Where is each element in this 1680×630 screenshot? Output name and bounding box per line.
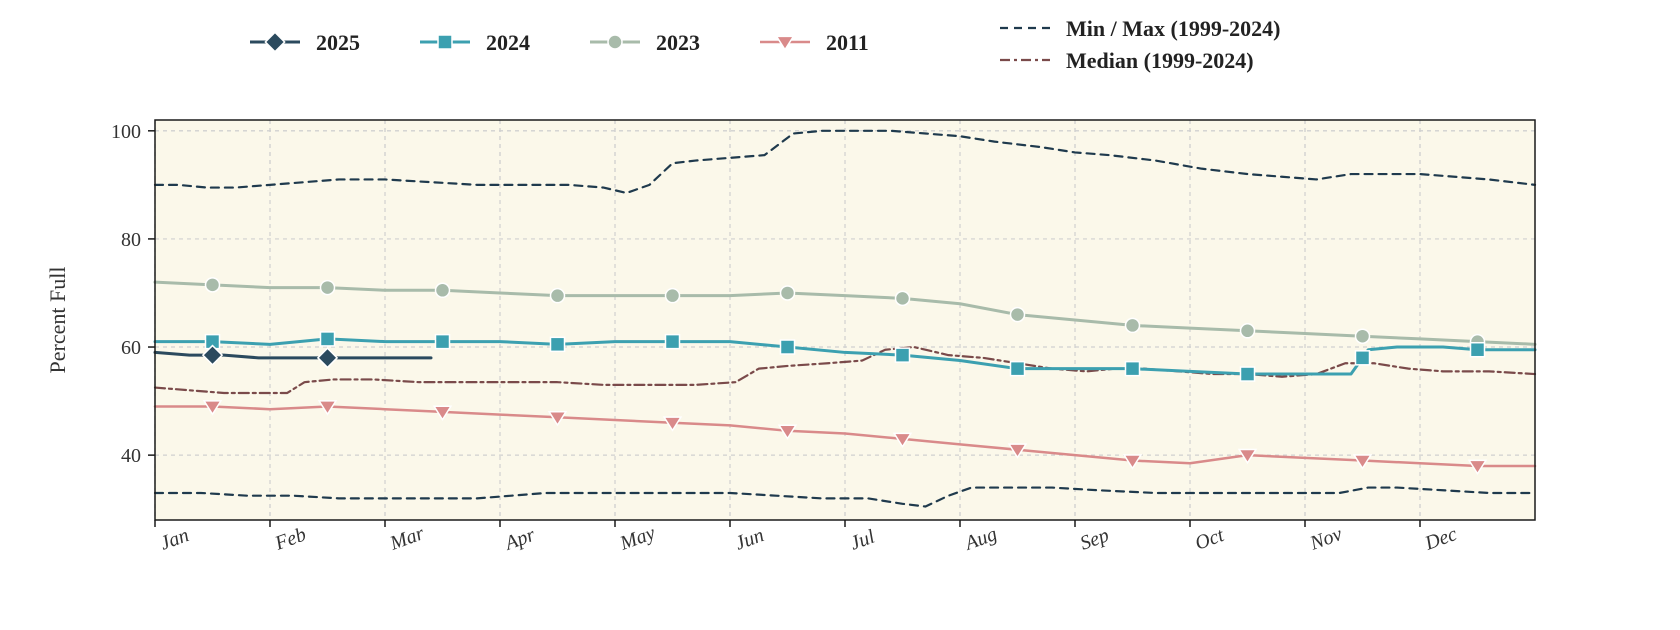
legend-label: Median (1999-2024): [1066, 48, 1254, 73]
line-chart: 40 60 80 100 Jan Feb Mar Apr May Jun Jul Aug Sep Oct N…: [0, 0, 1680, 630]
legend-label: 2011: [826, 30, 869, 55]
legend-label: 2024: [486, 30, 530, 55]
xtick-label: May: [616, 522, 658, 555]
xtick-label: Mar: [386, 522, 427, 555]
xtick-label: Aug: [960, 523, 1000, 555]
ytick-label: 60: [121, 337, 141, 359]
xtick-label: Apr: [500, 524, 538, 556]
xtick-label: Sep: [1077, 524, 1112, 555]
xtick-label: Oct: [1192, 524, 1227, 555]
xtick-label: Jan: [157, 524, 192, 555]
legend-label: 2025: [316, 30, 360, 55]
xtick-label: Feb: [271, 523, 309, 555]
ytick-label: 40: [121, 445, 141, 467]
chart-svg: 40 60 80 100 Jan Feb Mar Apr May Jun Jul Aug Sep Oct N…: [0, 0, 1680, 630]
y-axis-label: Percent Full: [45, 267, 70, 374]
xtick-label: Jul: [847, 526, 878, 555]
xtick-label: Nov: [1306, 523, 1345, 555]
legend-label: 2023: [656, 30, 700, 55]
ytick-label: 100: [111, 121, 141, 143]
xtick-label: Dec: [1421, 523, 1460, 555]
xtick-label: Jun: [732, 524, 767, 555]
ytick-label: 80: [121, 229, 141, 251]
legend-label: Min / Max (1999-2024): [1066, 16, 1280, 41]
